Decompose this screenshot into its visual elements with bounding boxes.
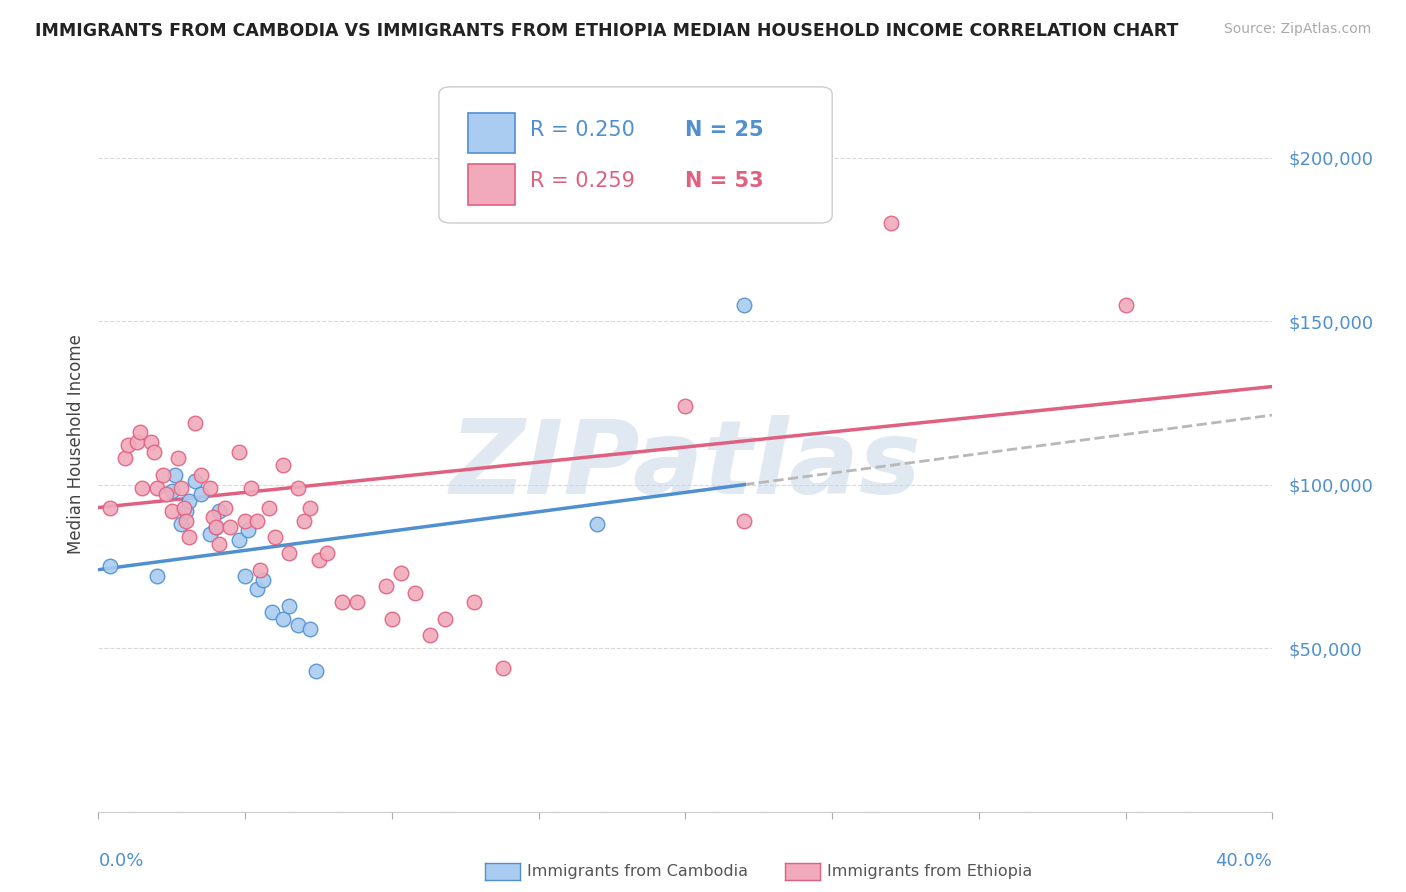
Point — [273, 612, 295, 626]
Point — [880, 216, 903, 230]
Point — [278, 599, 301, 613]
Point — [404, 585, 426, 599]
Point — [128, 425, 150, 440]
Point — [163, 467, 186, 482]
Point — [257, 500, 280, 515]
Point — [260, 605, 283, 619]
Point — [308, 553, 330, 567]
Point — [287, 618, 309, 632]
Point — [233, 514, 256, 528]
Point — [381, 612, 404, 626]
Point — [98, 559, 121, 574]
Point — [160, 504, 183, 518]
Point — [246, 514, 269, 528]
Point — [292, 514, 315, 528]
Point — [98, 500, 121, 515]
Point — [184, 416, 207, 430]
Point — [141, 435, 163, 450]
Point — [246, 582, 269, 597]
Text: R = 0.250: R = 0.250 — [530, 120, 636, 139]
Point — [733, 514, 755, 528]
Point — [675, 399, 697, 413]
Point — [228, 445, 250, 459]
Text: N = 53: N = 53 — [686, 171, 763, 191]
Point — [316, 546, 339, 560]
Point — [492, 661, 515, 675]
Point — [117, 438, 139, 452]
Point — [176, 504, 198, 518]
Text: 40.0%: 40.0% — [1216, 852, 1272, 871]
Text: R = 0.259: R = 0.259 — [530, 171, 636, 191]
Point — [146, 481, 169, 495]
Point — [143, 445, 166, 459]
Point — [205, 520, 228, 534]
Point — [463, 595, 485, 609]
Point — [219, 520, 242, 534]
Point — [131, 481, 153, 495]
Point — [249, 563, 271, 577]
Point — [201, 510, 224, 524]
Point — [169, 481, 191, 495]
Text: IMMIGRANTS FROM CAMBODIA VS IMMIGRANTS FROM ETHIOPIA MEDIAN HOUSEHOLD INCOME COR: IMMIGRANTS FROM CAMBODIA VS IMMIGRANTS F… — [35, 22, 1178, 40]
Point — [278, 546, 301, 560]
Point — [233, 569, 256, 583]
FancyBboxPatch shape — [439, 87, 832, 223]
Text: 0.0%: 0.0% — [98, 852, 143, 871]
Point — [240, 481, 263, 495]
Point — [155, 487, 177, 501]
Point — [198, 481, 221, 495]
FancyBboxPatch shape — [468, 112, 515, 153]
Point — [298, 500, 321, 515]
Point — [228, 533, 250, 548]
Text: Immigrants from Ethiopia: Immigrants from Ethiopia — [827, 864, 1032, 879]
Point — [287, 481, 309, 495]
Text: Source: ZipAtlas.com: Source: ZipAtlas.com — [1223, 22, 1371, 37]
Point — [330, 595, 353, 609]
Point — [214, 500, 236, 515]
Point — [166, 451, 188, 466]
Point — [176, 514, 198, 528]
Point — [1115, 298, 1137, 312]
Point — [208, 536, 231, 550]
Text: Immigrants from Cambodia: Immigrants from Cambodia — [527, 864, 748, 879]
Point — [346, 595, 368, 609]
Point — [184, 475, 207, 489]
Point — [169, 516, 191, 531]
Point — [263, 530, 285, 544]
Point — [146, 569, 169, 583]
Point — [375, 579, 398, 593]
Text: N = 25: N = 25 — [686, 120, 763, 139]
Point — [205, 520, 228, 534]
Y-axis label: Median Household Income: Median Household Income — [66, 334, 84, 554]
Point — [190, 487, 212, 501]
Point — [114, 451, 136, 466]
FancyBboxPatch shape — [468, 164, 515, 204]
Point — [419, 628, 441, 642]
Point — [389, 566, 412, 580]
Point — [304, 664, 326, 678]
Text: ZIPatlas: ZIPatlas — [450, 416, 921, 516]
Point — [236, 524, 259, 538]
Point — [733, 298, 755, 312]
Point — [252, 573, 274, 587]
Point — [190, 467, 212, 482]
Point — [208, 504, 231, 518]
Point — [160, 484, 183, 499]
Point — [433, 612, 456, 626]
Point — [298, 622, 321, 636]
Point — [179, 530, 201, 544]
Point — [198, 526, 221, 541]
Point — [179, 494, 201, 508]
Point — [273, 458, 295, 472]
Point — [152, 467, 174, 482]
Point — [125, 435, 148, 450]
Point — [586, 516, 609, 531]
Point — [173, 500, 195, 515]
